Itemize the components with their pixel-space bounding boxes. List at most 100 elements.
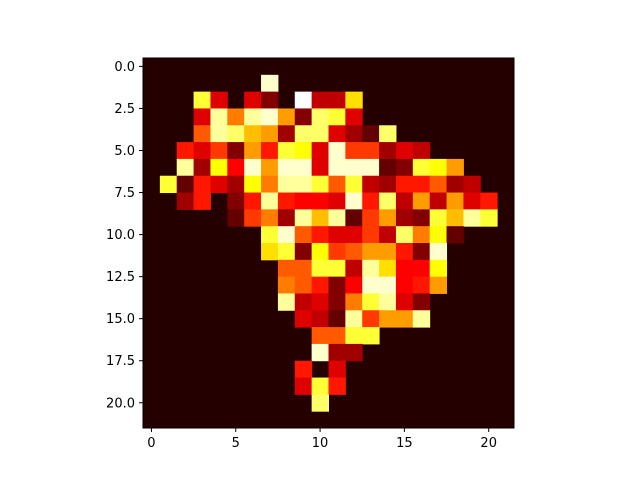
heatmap-cell	[277, 377, 296, 395]
heatmap-cell	[311, 343, 329, 362]
heatmap-cell	[311, 125, 329, 143]
heatmap-cell	[227, 58, 245, 76]
heatmap-cell	[159, 243, 178, 261]
heatmap-cell	[311, 108, 329, 126]
heatmap-cell	[277, 158, 296, 177]
heatmap-cell	[210, 91, 228, 109]
heatmap-cell	[395, 259, 414, 278]
heatmap-cell	[193, 343, 211, 362]
heatmap-cell	[395, 226, 414, 244]
heatmap-cell	[227, 74, 245, 93]
heatmap-cell	[429, 91, 448, 109]
heatmap-cell	[497, 343, 515, 362]
heatmap-cell	[429, 58, 448, 76]
heatmap-cell	[480, 360, 498, 379]
heatmap-cell	[244, 226, 262, 244]
heatmap-cell	[412, 360, 431, 379]
heatmap-cell	[480, 209, 498, 227]
heatmap-cell	[311, 192, 329, 210]
heatmap-cell	[480, 327, 498, 345]
heatmap-cell	[362, 226, 380, 244]
heatmap-cell	[345, 108, 363, 126]
heatmap-cell	[446, 58, 464, 76]
heatmap-cell	[227, 293, 245, 311]
heatmap-cell	[362, 259, 380, 278]
heatmap-cell	[395, 74, 414, 93]
heatmap-cell	[379, 209, 397, 227]
heatmap-cell	[463, 310, 481, 328]
heatmap-cell	[379, 377, 397, 395]
heatmap-cell	[227, 192, 245, 210]
heatmap-cell	[277, 343, 296, 362]
heatmap-cell	[227, 377, 245, 395]
heatmap-cell	[328, 175, 346, 194]
heatmap-cell	[379, 243, 397, 261]
heatmap-cell	[379, 125, 397, 143]
heatmap-cell	[261, 226, 279, 244]
heatmap-cell	[244, 276, 262, 294]
heatmap-cell	[294, 192, 313, 210]
heatmap-cell	[294, 91, 313, 109]
heatmap-cell	[244, 394, 262, 412]
heatmap-cell	[328, 125, 346, 143]
heatmap-cell	[497, 108, 515, 126]
heatmap-cell	[463, 74, 481, 93]
y-tick-label: 5.0	[114, 144, 135, 159]
heatmap-cell	[261, 125, 279, 143]
heatmap-cell	[446, 411, 464, 429]
heatmap-cell	[210, 276, 228, 294]
heatmap-cell	[446, 125, 464, 143]
heatmap-cell	[446, 175, 464, 194]
heatmap-cell	[412, 175, 431, 194]
heatmap-cell	[159, 175, 178, 194]
heatmap-cell	[328, 192, 346, 210]
heatmap-cell	[379, 360, 397, 379]
heatmap-cell	[497, 259, 515, 278]
heatmap-cell	[429, 209, 448, 227]
heatmap-cell	[362, 276, 380, 294]
heatmap-cell	[176, 243, 195, 261]
heatmap-cell	[294, 209, 313, 227]
heatmap-cell	[379, 192, 397, 210]
heatmap-cell	[345, 377, 363, 395]
heatmap-cell	[497, 175, 515, 194]
heatmap-cell	[345, 411, 363, 429]
heatmap-cell	[261, 175, 279, 194]
heatmap-cell	[159, 58, 178, 76]
heatmap-cell	[345, 276, 363, 294]
heatmap-cell	[210, 259, 228, 278]
heatmap-cell	[277, 360, 296, 379]
heatmap-cell	[176, 360, 195, 379]
heatmap-cell	[193, 360, 211, 379]
heatmap-cell	[159, 259, 178, 278]
heatmap-cell	[463, 243, 481, 261]
heatmap-cell	[480, 411, 498, 429]
heatmap-cell	[227, 327, 245, 345]
heatmap-cell	[446, 74, 464, 93]
heatmap-cell	[294, 58, 313, 76]
heatmap-cell	[143, 192, 161, 210]
heatmap-cell	[395, 394, 414, 412]
heatmap-cell	[311, 310, 329, 328]
heatmap-cell	[193, 276, 211, 294]
heatmap-cell	[328, 91, 346, 109]
heatmap-cell	[143, 243, 161, 261]
heatmap-cell	[379, 327, 397, 345]
heatmap-cell	[143, 209, 161, 227]
heatmap-cell	[480, 259, 498, 278]
heatmap-cell	[345, 125, 363, 143]
heatmap-cell	[328, 310, 346, 328]
heatmap-cell	[210, 394, 228, 412]
heatmap-cell	[446, 327, 464, 345]
x-tick-label: 20	[480, 436, 497, 451]
heatmap-cell	[345, 91, 363, 109]
heatmap-cell	[176, 158, 195, 177]
heatmap-cell	[497, 142, 515, 160]
heatmap-cell	[463, 108, 481, 126]
heatmap-cell	[294, 259, 313, 278]
heatmap-cell	[277, 293, 296, 311]
heatmap-cell	[294, 394, 313, 412]
heatmap-cell	[345, 394, 363, 412]
heatmap-cell	[497, 310, 515, 328]
heatmap-cell	[227, 360, 245, 379]
